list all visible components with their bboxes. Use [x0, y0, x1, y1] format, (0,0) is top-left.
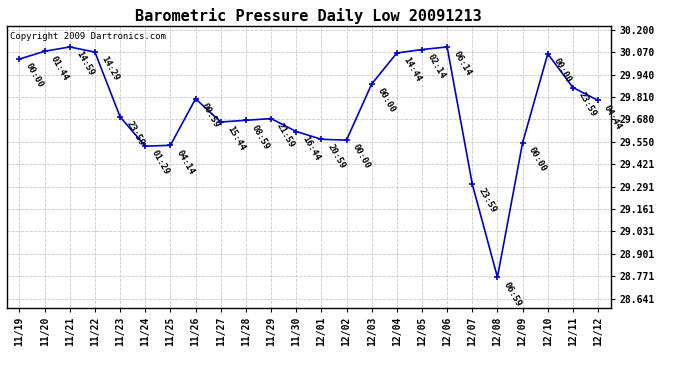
Text: 04:44: 04:44 [602, 103, 624, 131]
Text: 00:00: 00:00 [552, 57, 573, 84]
Text: 00:00: 00:00 [351, 143, 372, 171]
Text: 08:59: 08:59 [250, 123, 271, 151]
Text: 01:29: 01:29 [150, 149, 170, 177]
Text: 14:44: 14:44 [401, 56, 422, 84]
Text: 16:44: 16:44 [300, 134, 322, 162]
Text: 04:14: 04:14 [175, 148, 196, 176]
Text: 00:59: 00:59 [199, 102, 221, 129]
Text: 00:00: 00:00 [526, 146, 548, 173]
Text: 23:59: 23:59 [577, 90, 598, 118]
Text: 23:59: 23:59 [124, 120, 146, 147]
Text: 01:44: 01:44 [49, 54, 70, 82]
Text: 06:14: 06:14 [451, 50, 473, 78]
Text: 21:59: 21:59 [275, 122, 297, 149]
Text: 20:59: 20:59 [326, 142, 347, 170]
Text: 14:59: 14:59 [74, 50, 95, 78]
Text: 14:29: 14:29 [99, 55, 120, 82]
Text: 00:00: 00:00 [23, 62, 45, 90]
Text: 15:44: 15:44 [225, 125, 246, 153]
Title: Barometric Pressure Daily Low 20091213: Barometric Pressure Daily Low 20091213 [135, 8, 482, 24]
Text: 06:59: 06:59 [502, 280, 523, 308]
Text: Copyright 2009 Dartronics.com: Copyright 2009 Dartronics.com [10, 32, 166, 41]
Text: 02:14: 02:14 [426, 53, 447, 80]
Text: 23:59: 23:59 [477, 187, 497, 214]
Text: 00:00: 00:00 [376, 87, 397, 115]
